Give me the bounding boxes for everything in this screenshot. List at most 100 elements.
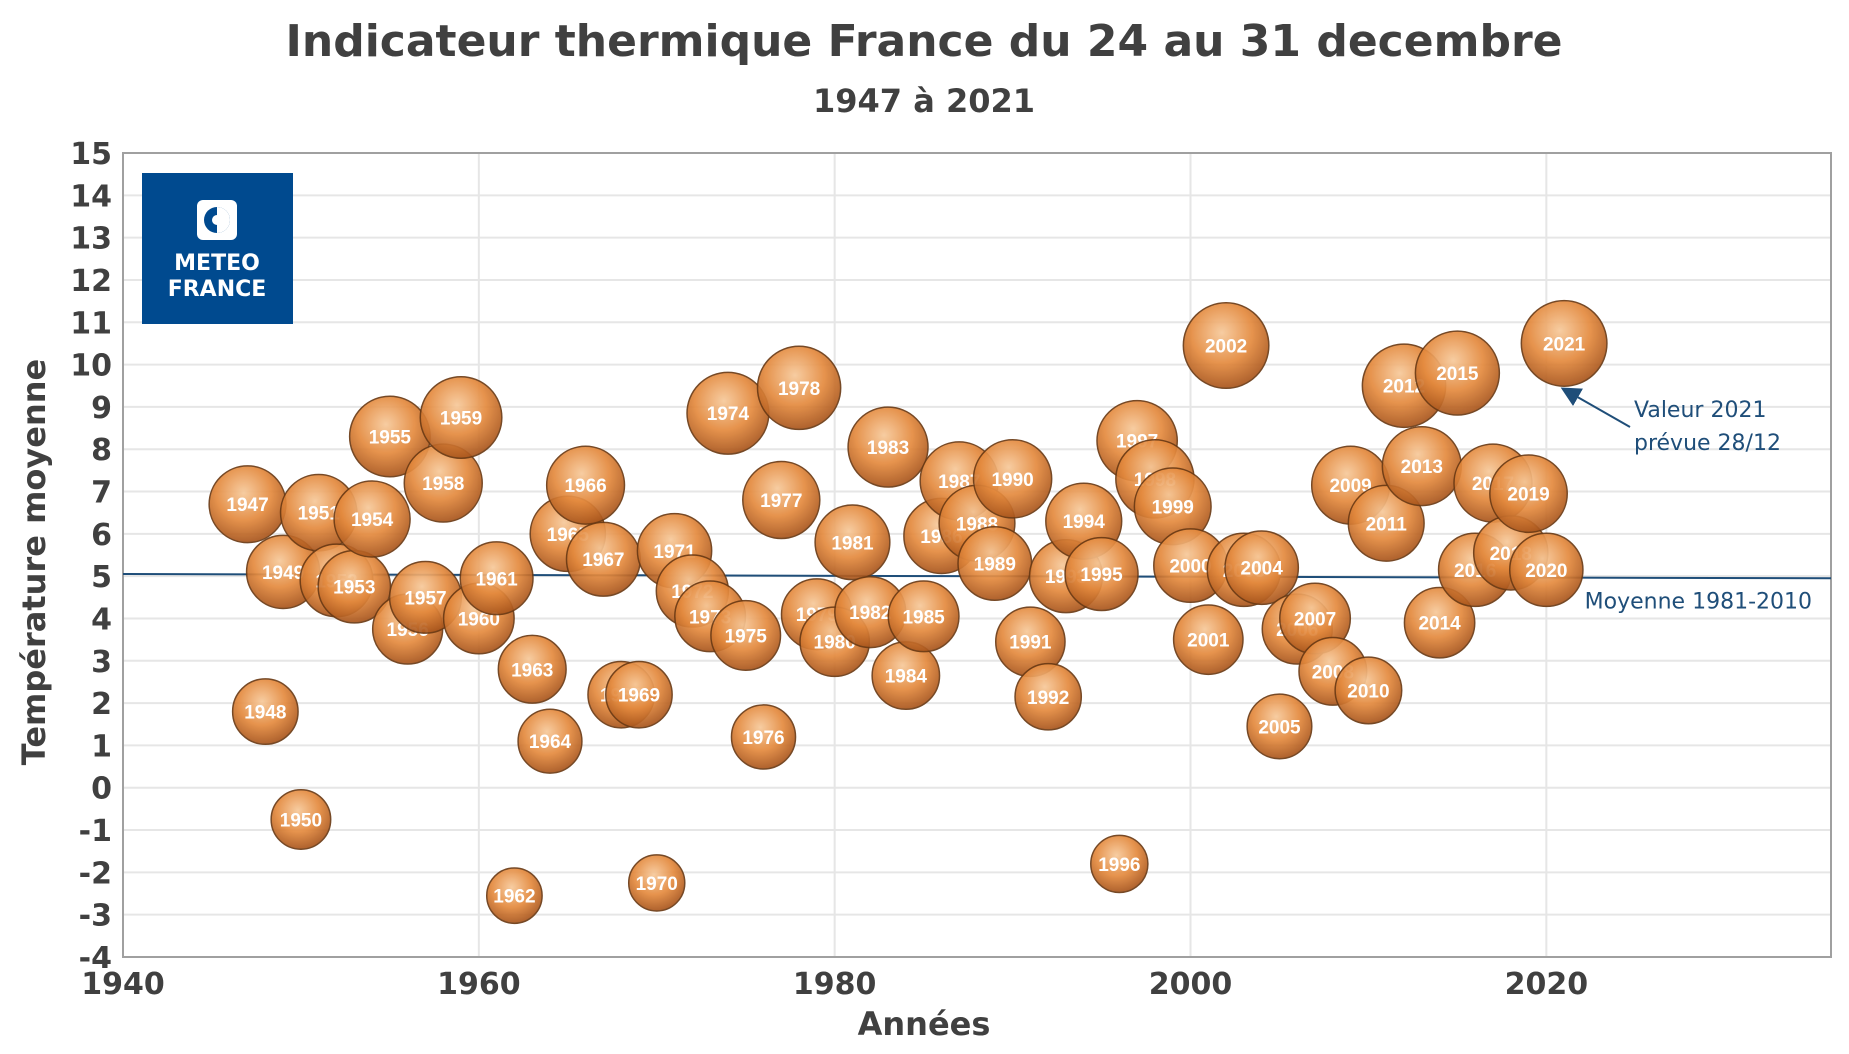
data-label: 1984 (885, 667, 928, 688)
data-label: 1970 (636, 874, 678, 895)
data-label: 1964 (529, 732, 572, 753)
data-point (459, 541, 534, 616)
data-point (1347, 484, 1425, 562)
bubble-1981: 1981 (814, 504, 891, 581)
bubble-1992: 1992 (1014, 662, 1083, 731)
bubble-1999: 1999 (1133, 467, 1212, 546)
data-label: 2000 (1169, 557, 1211, 578)
data-label: 2001 (1187, 631, 1230, 652)
data-label: 2004 (1241, 559, 1284, 580)
bubble-1976: 1976 (730, 704, 797, 770)
data-label: 1974 (707, 404, 750, 425)
data-label: 1975 (725, 626, 768, 647)
bubble-1953: 1953 (317, 549, 392, 624)
bubble-1983: 1983 (847, 406, 929, 488)
data-label: 2007 (1294, 609, 1336, 630)
data-label: 1969 (618, 686, 660, 707)
y-tick-label: 15 (70, 137, 112, 172)
bubble-1967: 1967 (565, 521, 642, 597)
annotation-line-1: Valeur 2021 (1634, 398, 1766, 423)
bubble-1989: 1989 (957, 525, 1033, 601)
data-label: 1977 (760, 491, 802, 512)
data-label: 1989 (974, 554, 1016, 575)
annotation-arrow (1560, 387, 1631, 428)
data-point (972, 438, 1053, 519)
data-label: 2002 (1205, 337, 1247, 358)
y-tick-label: -2 (79, 856, 112, 891)
x-tick-label: 1940 (81, 967, 165, 1002)
data-label: 2021 (1543, 334, 1586, 355)
x-tick-label: 1980 (793, 967, 877, 1002)
bubble-1948: 1948 (231, 678, 299, 746)
y-tick-label: 2 (91, 687, 112, 722)
data-point (1246, 693, 1313, 760)
y-tick-label: 11 (70, 306, 112, 341)
data-label: 1953 (333, 578, 375, 599)
data-point (270, 788, 332, 850)
bubble-2014: 2014 (1403, 586, 1476, 659)
logo-line-2: FRANCE (168, 277, 267, 302)
y-tick-label: -1 (79, 814, 112, 849)
bubble-1962: 1962 (485, 867, 543, 925)
bubble-1964: 1964 (517, 708, 583, 774)
plot-frame (122, 152, 1832, 958)
y-tick-label: 9 (91, 391, 112, 426)
data-label: 1981 (831, 533, 874, 554)
data-label: 2010 (1347, 681, 1389, 702)
data-point (1489, 454, 1568, 534)
data-label: 1983 (867, 438, 909, 459)
bubble-1991: 1991 (994, 606, 1066, 678)
data-point (419, 375, 503, 459)
data-point (847, 406, 929, 488)
data-point (1334, 656, 1403, 725)
data-point (710, 599, 782, 671)
bubble-1959: 1959 (419, 375, 503, 459)
data-point (730, 704, 797, 770)
bubble-2021: 2021 (1520, 299, 1608, 387)
data-point (517, 708, 583, 774)
bubble-2001: 2001 (1172, 604, 1244, 676)
data-label: 1966 (564, 476, 606, 497)
data-label: 1961 (475, 569, 518, 590)
data-point (1508, 532, 1584, 608)
data-label: 1976 (742, 728, 784, 749)
chart-subtitle: 1947 à 2021 (813, 82, 1035, 120)
y-tick-label: -4 (79, 941, 112, 976)
data-label: 1990 (991, 470, 1033, 491)
data-label: 2013 (1401, 457, 1443, 478)
data-label: 2015 (1436, 364, 1479, 385)
data-label: 1958 (422, 474, 464, 495)
logo-background (142, 173, 293, 324)
logo-line-1: METEO (174, 251, 260, 276)
data-label: 2012 (1383, 377, 1425, 398)
bubble-2013: 2013 (1381, 425, 1462, 507)
reference-line-label: Moyenne 1981-2010 (1585, 589, 1812, 614)
x-tick-label: 1960 (437, 967, 521, 1002)
data-point (1064, 536, 1139, 612)
data-point (627, 854, 686, 912)
data-label: 1959 (440, 408, 482, 429)
y-tick-label: 4 (91, 602, 112, 637)
data-label: 1991 (1009, 633, 1052, 654)
bubbles-layer: 1947194819491950195119521953195419551956… (208, 299, 1608, 925)
data-point (814, 504, 891, 581)
data-label: 2019 (1507, 485, 1549, 506)
data-point (1414, 330, 1501, 416)
bubble-1955: 1955 (348, 395, 431, 478)
data-point (1090, 834, 1149, 894)
bubble-1996: 1996 (1090, 834, 1149, 894)
y-tick-label: 7 (91, 476, 112, 511)
bubble-1947: 1947 (208, 465, 287, 544)
data-label: 1955 (369, 428, 412, 449)
y-tick-label: 6 (91, 518, 112, 553)
bubble-1985: 1985 (887, 580, 960, 653)
data-point (1403, 586, 1476, 659)
bubble-1950: 1950 (270, 788, 332, 850)
x-axis-ticks: 1940 1960 1980 2000 2020 (81, 967, 1588, 1002)
data-point (1014, 662, 1083, 731)
bubble-1984: 1984 (871, 641, 941, 711)
y-tick-label: 5 (91, 560, 112, 595)
logo-emblem-icon (197, 200, 237, 240)
